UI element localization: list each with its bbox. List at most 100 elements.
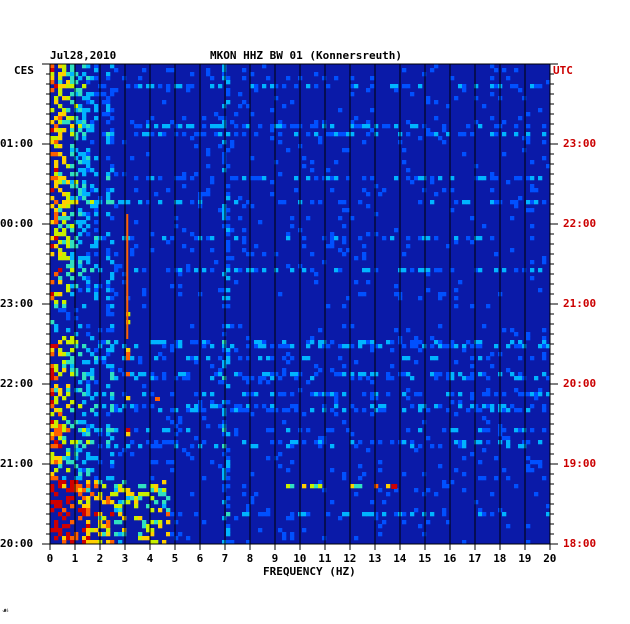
heatmap-cell bbox=[302, 268, 307, 273]
heatmap-cell bbox=[58, 84, 63, 89]
heatmap-cell bbox=[346, 248, 351, 253]
heatmap-cell bbox=[406, 328, 411, 333]
heatmap-cell bbox=[178, 344, 183, 349]
heatmap-cell bbox=[78, 516, 83, 521]
heatmap-cell bbox=[438, 268, 443, 273]
heatmap-cell bbox=[526, 208, 531, 213]
heatmap-cell bbox=[90, 188, 95, 193]
heatmap-cell bbox=[430, 444, 435, 449]
heatmap-cell bbox=[250, 156, 255, 161]
heatmap-cell bbox=[74, 332, 79, 337]
heatmap-cell bbox=[418, 340, 423, 345]
heatmap-cell bbox=[86, 148, 91, 153]
heatmap-cell bbox=[394, 512, 399, 517]
heatmap-cell bbox=[50, 204, 55, 209]
heatmap-cell bbox=[70, 408, 75, 413]
heatmap-cell bbox=[278, 344, 283, 349]
heatmap-cell bbox=[142, 68, 147, 73]
heatmap-cell bbox=[342, 472, 347, 477]
heatmap-cell bbox=[82, 392, 87, 397]
heatmap-cell bbox=[210, 460, 215, 465]
heatmap-cell bbox=[410, 124, 415, 129]
heatmap-cell bbox=[58, 432, 63, 437]
heatmap-cell bbox=[530, 392, 535, 397]
heatmap-cell bbox=[78, 500, 83, 505]
heatmap-cell bbox=[90, 492, 95, 497]
heatmap-cell bbox=[238, 104, 243, 109]
heatmap-cell bbox=[210, 236, 215, 241]
heatmap-cell bbox=[58, 204, 63, 209]
heatmap-cell bbox=[394, 84, 399, 89]
heatmap-cell bbox=[370, 512, 375, 517]
heatmap-cell bbox=[62, 364, 67, 369]
heatmap-cell bbox=[90, 200, 95, 205]
heatmap-cell bbox=[486, 420, 491, 425]
heatmap-cell bbox=[474, 84, 479, 89]
heatmap-cell bbox=[270, 440, 275, 445]
heatmap-cell bbox=[66, 84, 71, 89]
heatmap-cell bbox=[426, 288, 431, 293]
heatmap-cell bbox=[522, 148, 527, 153]
heatmap-cell bbox=[458, 404, 463, 409]
heatmap-cell bbox=[86, 108, 91, 113]
heatmap-cell bbox=[138, 200, 143, 205]
heatmap-cell bbox=[94, 496, 99, 501]
heatmap-cell bbox=[238, 356, 243, 361]
heatmap-cell bbox=[166, 460, 171, 465]
heatmap-cell bbox=[110, 200, 115, 205]
heatmap-cell bbox=[74, 200, 79, 205]
heatmap-cell bbox=[134, 516, 139, 521]
heatmap-cell bbox=[226, 384, 231, 389]
heatmap-cell bbox=[438, 444, 443, 449]
heatmap-cell bbox=[122, 236, 127, 241]
heatmap-cell bbox=[106, 384, 111, 389]
heatmap-cell bbox=[338, 248, 343, 253]
heatmap-cell bbox=[178, 176, 183, 181]
heatmap-cell bbox=[222, 484, 227, 489]
heatmap-cell bbox=[506, 524, 511, 529]
heatmap-cell bbox=[366, 512, 371, 517]
heatmap-cell bbox=[362, 140, 367, 145]
heatmap-cell bbox=[226, 88, 231, 93]
heatmap-cell bbox=[54, 504, 59, 509]
heatmap-cell bbox=[50, 400, 55, 405]
left-axis-label: CES bbox=[14, 64, 34, 77]
heatmap-cell bbox=[110, 404, 115, 409]
heatmap-cell bbox=[162, 340, 167, 345]
heatmap-cell bbox=[70, 540, 75, 545]
heatmap-cell bbox=[226, 92, 231, 97]
heatmap-cell bbox=[494, 456, 499, 461]
heatmap-cell bbox=[266, 512, 271, 517]
heatmap-cell bbox=[94, 208, 99, 213]
heatmap-cell bbox=[186, 408, 191, 413]
heatmap-cell bbox=[110, 500, 115, 505]
heatmap-cell bbox=[386, 124, 391, 129]
heatmap-cell bbox=[282, 356, 287, 361]
heatmap-cell bbox=[350, 484, 355, 489]
heatmap-cell bbox=[114, 408, 119, 413]
heatmap-cell bbox=[318, 440, 323, 445]
heatmap-cell bbox=[50, 188, 55, 193]
heatmap-cell bbox=[294, 132, 299, 137]
heatmap-cell bbox=[338, 108, 343, 113]
heatmap-cell bbox=[186, 88, 191, 93]
heatmap-cell bbox=[142, 392, 147, 397]
heatmap-cell bbox=[66, 420, 71, 425]
heatmap-cell bbox=[54, 440, 59, 445]
heatmap-cell bbox=[90, 100, 95, 105]
heatmap-cell bbox=[106, 528, 111, 533]
heatmap-cell bbox=[470, 364, 475, 369]
heatmap-cell bbox=[86, 276, 91, 281]
heatmap-cell bbox=[450, 400, 455, 405]
heatmap-cell bbox=[434, 356, 439, 361]
heatmap-cell bbox=[86, 488, 91, 493]
heatmap-cell bbox=[294, 84, 299, 89]
heatmap-cell bbox=[94, 456, 99, 461]
heatmap-cell bbox=[74, 452, 79, 457]
heatmap-cell bbox=[386, 492, 391, 497]
heatmap-cell bbox=[70, 356, 75, 361]
heatmap-cell bbox=[218, 208, 223, 213]
heatmap-cell bbox=[434, 492, 439, 497]
heatmap-cell bbox=[246, 124, 251, 129]
heatmap-cell bbox=[62, 240, 67, 245]
